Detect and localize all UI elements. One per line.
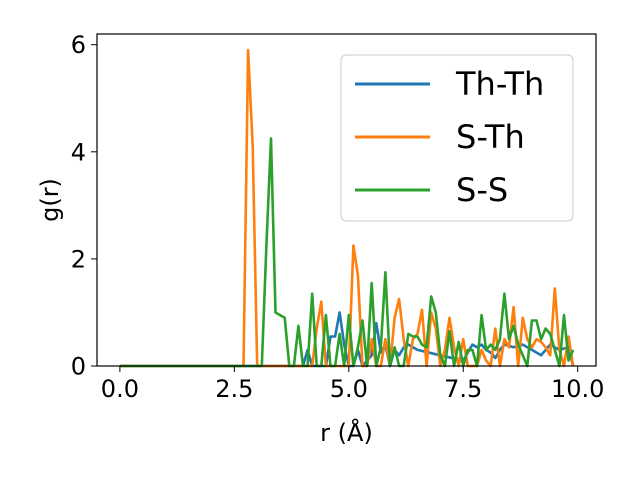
y-axis-ticks: 0 2 4 6 (71, 31, 97, 381)
x-tick-label: 10.0 (551, 375, 604, 403)
plot-frame (96, 33, 597, 367)
y-axis-label: g(r) (36, 178, 64, 222)
y-tick-label: 6 (71, 31, 86, 59)
y-tick-label: 2 (71, 245, 86, 273)
legend-box (340, 54, 574, 222)
x-axis-label: r (Å) (320, 418, 373, 447)
x-axis-ticks: 0.0 2.5 5.0 7.5 10.0 (101, 366, 604, 403)
x-tick-label: 7.5 (444, 375, 482, 403)
y-tick-label: 0 (71, 353, 86, 381)
legend: Th-Th S-Th S-S (340, 54, 574, 222)
x-tick-label: 2.5 (215, 375, 253, 403)
x-tick-label: 0.0 (101, 375, 139, 403)
x-tick-label: 5.0 (330, 375, 368, 403)
legend-label-s-s: S-S (456, 171, 508, 209)
legend-label-th-th: Th-Th (455, 65, 544, 103)
y-tick-label: 4 (71, 138, 86, 166)
legend-label-s-th: S-Th (456, 118, 525, 156)
